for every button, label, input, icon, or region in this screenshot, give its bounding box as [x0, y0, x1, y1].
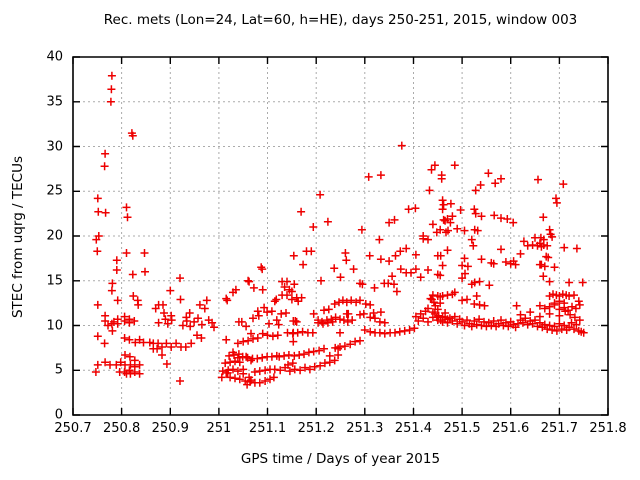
x-tick-label: 251 [206, 421, 232, 436]
x-tick-label: 251.7 [540, 421, 578, 436]
gridlines [73, 57, 608, 415]
x-tick-label: 251.2 [297, 421, 335, 436]
y-tick-label: 20 [46, 228, 63, 244]
x-tick-label: 251.3 [346, 421, 384, 436]
y-tick-label: 25 [46, 183, 63, 199]
x-tick-label: 250.8 [103, 421, 141, 436]
x-tick-label: 250.9 [151, 421, 189, 436]
y-tick-label: 30 [46, 139, 63, 154]
y-tick-label: 15 [46, 273, 63, 289]
plot-frame [72, 56, 609, 416]
y-tick-label: 40 [46, 49, 63, 65]
x-tick-label: 251.6 [492, 421, 530, 436]
y-tick-label: 35 [46, 94, 63, 110]
x-axis-label: GPS time / Days of year 2015 [240, 451, 441, 467]
y-tick-label: 5 [54, 362, 63, 378]
x-tick-label: 251.4 [394, 421, 433, 436]
chart-title: Rec. mets (Lon=24, Lat=60, h=HE), days 2… [103, 12, 578, 28]
y-axis-label: STEC from uqrg / TECUs [10, 155, 26, 319]
x-tick-label: 250.7 [54, 421, 92, 436]
x-tick-label: 251.5 [443, 421, 481, 436]
x-tick-label: 251.1 [248, 421, 287, 436]
y-tick-label: 10 [46, 318, 63, 333]
scatter-points [91, 71, 588, 389]
x-tick-label: 251.8 [589, 421, 627, 436]
y-tick-label: 0 [54, 407, 63, 423]
